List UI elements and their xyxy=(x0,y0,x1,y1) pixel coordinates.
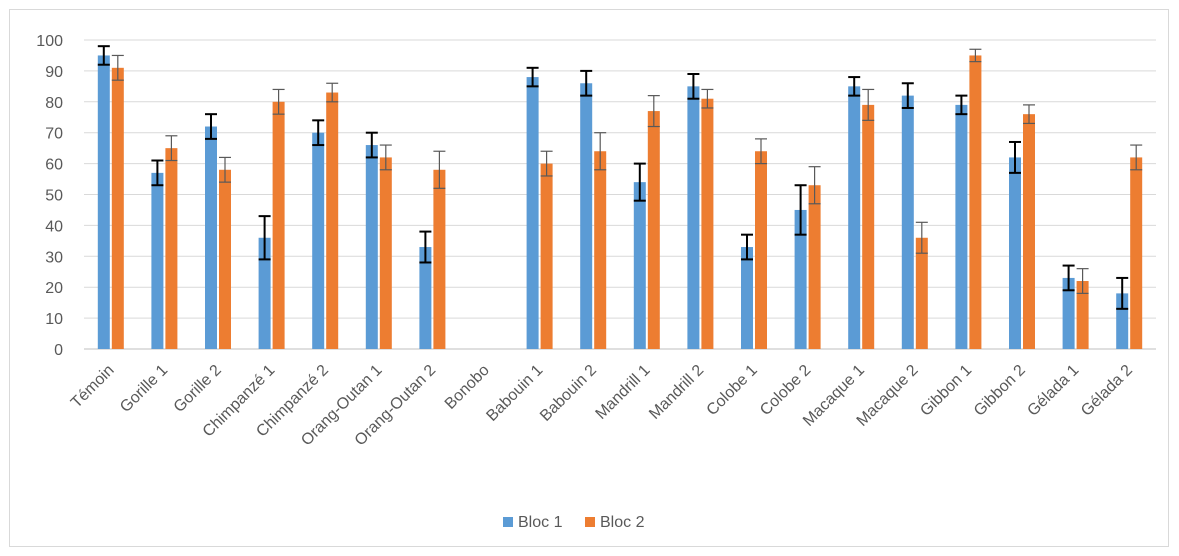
bar xyxy=(808,185,821,349)
y-tick-label: 30 xyxy=(45,249,63,266)
gridlines xyxy=(84,39,1156,350)
bar xyxy=(633,182,646,349)
error-bars xyxy=(97,45,1143,310)
legend-label: Bloc 2 xyxy=(600,514,645,531)
y-tick-label: 90 xyxy=(45,64,63,81)
bar xyxy=(1076,281,1089,349)
bar xyxy=(848,86,861,349)
x-tick-label: Gorille 2 xyxy=(171,362,225,416)
bar xyxy=(1130,157,1143,349)
x-tick-label: Gorille 1 xyxy=(117,362,171,416)
x-tick-label: Colobe 1 xyxy=(704,362,761,419)
bar xyxy=(1062,277,1075,349)
bar xyxy=(219,169,231,349)
bar xyxy=(580,83,593,349)
bar xyxy=(111,67,124,349)
bar xyxy=(955,104,968,349)
bar xyxy=(312,132,325,349)
bar xyxy=(165,148,178,349)
bar xyxy=(915,237,928,349)
legend-label: Bloc 1 xyxy=(518,514,563,531)
bar xyxy=(151,172,164,349)
y-tick-label: 70 xyxy=(45,126,63,143)
x-tick-label: Babouin 2 xyxy=(537,362,600,425)
bar xyxy=(741,247,753,349)
y-axis-ticks: 0 10 20 30 40 50 60 70 80 90 100 xyxy=(36,33,63,359)
x-tick-label: Mandrill 2 xyxy=(646,362,707,423)
y-tick-label: 10 xyxy=(45,311,63,328)
bar xyxy=(379,157,392,349)
y-tick-label: 60 xyxy=(45,157,63,174)
x-tick-label: Colobe 2 xyxy=(757,362,814,419)
bar xyxy=(1116,293,1129,349)
x-tick-label: Mandrill 1 xyxy=(593,362,654,423)
x-tick-label: Gélada 1 xyxy=(1024,362,1082,420)
bar xyxy=(647,111,660,349)
bar xyxy=(419,247,432,349)
y-tick-label: 100 xyxy=(36,33,63,50)
bar xyxy=(272,101,285,349)
bar xyxy=(901,95,914,350)
x-tick-label: Gibbon 2 xyxy=(971,362,1029,420)
bar xyxy=(97,55,110,349)
legend-swatch xyxy=(503,517,513,527)
bar xyxy=(594,151,607,349)
bar xyxy=(969,55,982,349)
x-tick-label: Bonobo xyxy=(442,362,493,413)
bar xyxy=(205,126,217,350)
bar xyxy=(1009,157,1021,349)
bar xyxy=(701,98,714,350)
legend-swatch xyxy=(585,517,595,527)
x-tick-label: Gélada 2 xyxy=(1078,362,1136,420)
bar xyxy=(755,151,767,349)
legend: Bloc 1 Bloc 2 xyxy=(503,514,645,531)
bar xyxy=(365,145,378,349)
y-tick-label: 0 xyxy=(54,342,63,359)
bar xyxy=(258,237,271,349)
bar xyxy=(326,92,339,349)
bar xyxy=(526,77,539,349)
y-tick-label: 50 xyxy=(45,188,63,205)
bars xyxy=(97,55,1143,350)
y-tick-label: 20 xyxy=(45,280,63,297)
x-tick-label: Gibbon 1 xyxy=(917,362,975,420)
x-tick-label: Témoin xyxy=(68,362,118,412)
bar xyxy=(540,163,553,349)
y-tick-label: 40 xyxy=(45,218,63,235)
bar xyxy=(433,169,446,349)
x-tick-label: Babouin 1 xyxy=(483,362,546,425)
bar xyxy=(794,209,807,349)
bar xyxy=(862,104,875,349)
y-tick-label: 80 xyxy=(45,95,63,112)
bar xyxy=(687,86,700,349)
bar xyxy=(1023,114,1035,349)
